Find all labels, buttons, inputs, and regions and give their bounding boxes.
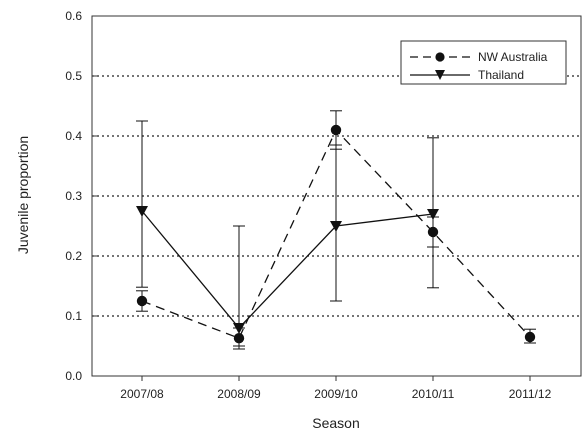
series-line-thailand (141, 210, 434, 329)
x-axis-ticks: 2007/08 2008/09 2009/10 2010/11 2011/12 (120, 376, 552, 401)
legend-marker-thailand (435, 70, 445, 80)
series-markers (136, 124, 536, 344)
data-point-nw-australia (233, 333, 245, 344)
x-tick-label: 2009/10 (314, 387, 358, 401)
y-tick-label: 0.3 (65, 189, 82, 203)
data-point-nw-australia (136, 295, 148, 307)
legend-marker-nw-australia (435, 52, 445, 62)
x-tick-label: 2007/08 (120, 387, 164, 401)
y-tick-label: 0.5 (65, 69, 82, 83)
data-point-thailand (330, 221, 342, 232)
legend-label-thailand: Thailand (478, 68, 524, 82)
data-point-thailand (233, 323, 245, 334)
y-tick-label: 0.2 (65, 249, 82, 263)
x-tick-label: 2010/11 (412, 387, 455, 401)
y-axis-ticks: 0.0 0.1 0.2 0.3 0.4 0.5 0.6 (65, 9, 97, 383)
data-point-thailand (427, 209, 439, 220)
y-axis-label: Juvenile proportion (15, 136, 31, 254)
x-tick-label: 2008/09 (217, 387, 261, 401)
legend: NW Australia Thailand (400, 40, 567, 85)
gridlines (92, 75, 581, 317)
x-axis-label: Season (312, 415, 359, 431)
data-point-nw-australia (524, 331, 536, 343)
x-tick-label: 2011/12 (509, 387, 552, 401)
y-tick-label: 0.6 (65, 9, 82, 23)
data-point-nw-australia (330, 124, 342, 136)
legend-label-nw-australia: NW Australia (478, 50, 548, 64)
data-point-thailand (136, 206, 148, 217)
y-tick-label: 0.4 (65, 129, 82, 143)
y-tick-label: 0.0 (65, 369, 82, 383)
legend-box (400, 40, 567, 85)
y-tick-label: 0.1 (65, 309, 82, 323)
data-point-nw-australia (427, 226, 439, 238)
